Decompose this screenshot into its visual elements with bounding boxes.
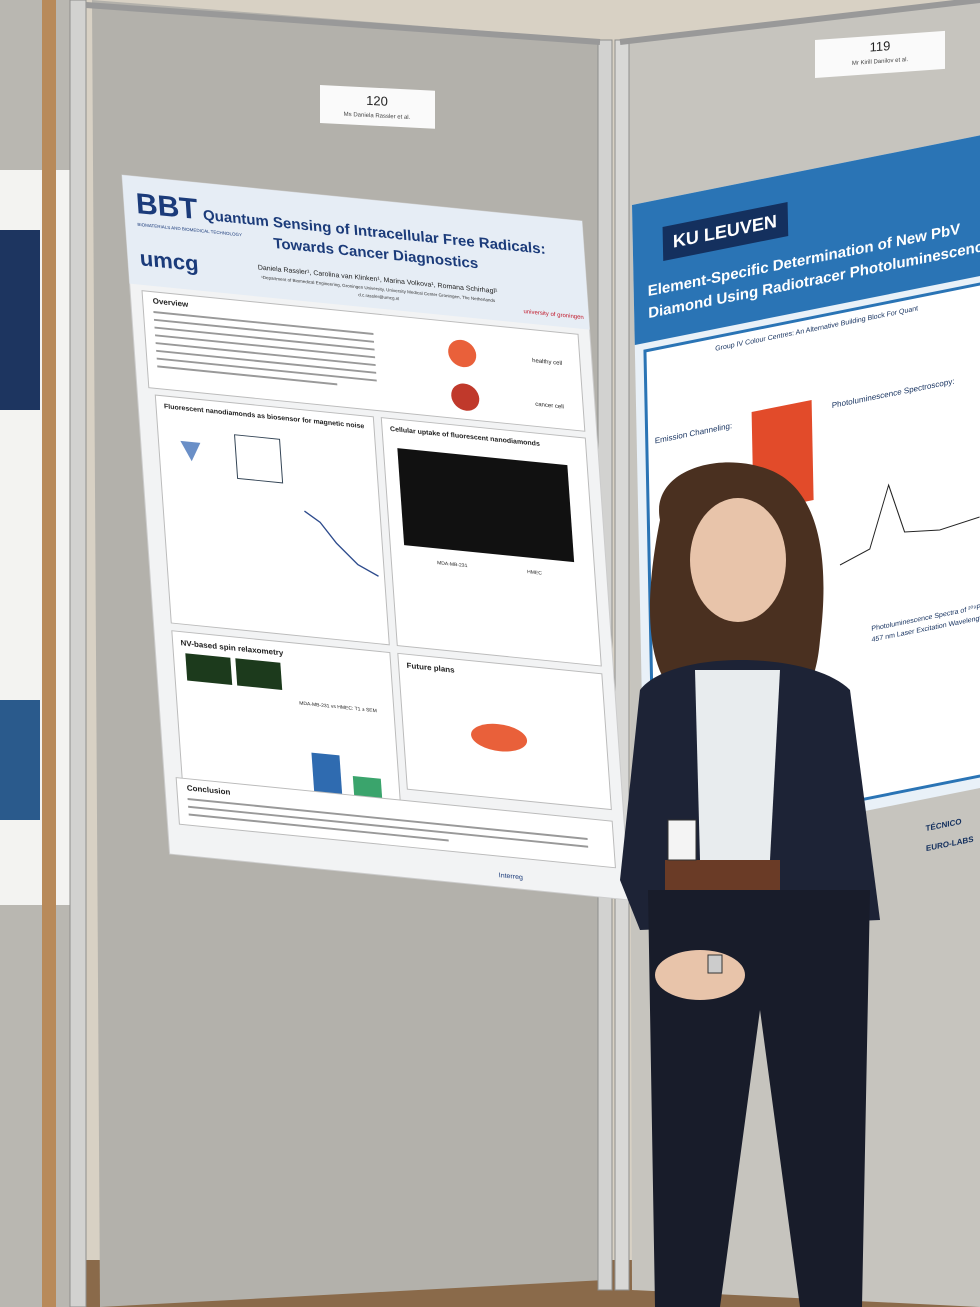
body-text xyxy=(153,311,377,386)
micrograph-grid xyxy=(397,448,575,563)
frame-bar xyxy=(85,2,601,45)
lattice xyxy=(234,434,284,484)
logo: BBT xyxy=(135,187,199,226)
institution: umcg xyxy=(139,246,199,276)
frame-pole xyxy=(69,0,87,1307)
belt xyxy=(665,860,780,890)
label-card xyxy=(320,85,435,129)
frame-pole xyxy=(42,0,56,1307)
hands xyxy=(655,950,745,1000)
poster-header xyxy=(122,175,590,330)
spectrum xyxy=(839,483,980,566)
board-number: 119 xyxy=(870,38,891,54)
frame-bar xyxy=(619,0,980,45)
shirt xyxy=(695,670,780,860)
poster-left: BBT BIOMATERIALS AND BIOMEDICAL TECHNOLO… xyxy=(121,174,631,901)
logo-box xyxy=(662,201,789,261)
face xyxy=(690,498,786,622)
watch xyxy=(707,954,723,974)
label: MDA-MB-231 xyxy=(437,560,468,569)
section-title: Overview xyxy=(152,297,189,309)
frame-pole xyxy=(614,39,630,1291)
cell-image xyxy=(235,658,283,690)
poster-edge-band xyxy=(0,700,40,820)
label: HMEC xyxy=(527,569,543,576)
cell-icon xyxy=(448,339,477,368)
presenter: Ms Daniela Rassler et al. xyxy=(344,112,411,121)
poster-header xyxy=(632,132,980,345)
sponsor: Interreg xyxy=(499,872,524,881)
petri-dish xyxy=(471,723,528,752)
label: cancer cell xyxy=(535,402,564,411)
email: d.c.rassler@umcg.nl xyxy=(358,292,399,301)
cell-icon xyxy=(451,383,480,411)
label: healthy cell xyxy=(532,358,562,367)
university: university of groningen xyxy=(523,309,584,321)
body-text xyxy=(187,798,589,848)
person xyxy=(620,462,880,1307)
badge xyxy=(667,819,697,861)
board-number: 120 xyxy=(366,93,388,109)
poster-edge-band xyxy=(0,230,40,410)
diamond-icon xyxy=(180,440,201,462)
section-box xyxy=(175,777,616,869)
cell-image xyxy=(185,653,233,685)
decay-curve xyxy=(304,510,379,577)
board-label: 120 Ms Daniela Rassler et al. xyxy=(320,85,435,129)
board-label: 119 Mr Kirill Danilov et al. xyxy=(815,30,945,78)
presenter: Mr Kirill Danilov et al. xyxy=(852,57,909,67)
label-card xyxy=(815,30,945,78)
section-box xyxy=(154,394,390,646)
